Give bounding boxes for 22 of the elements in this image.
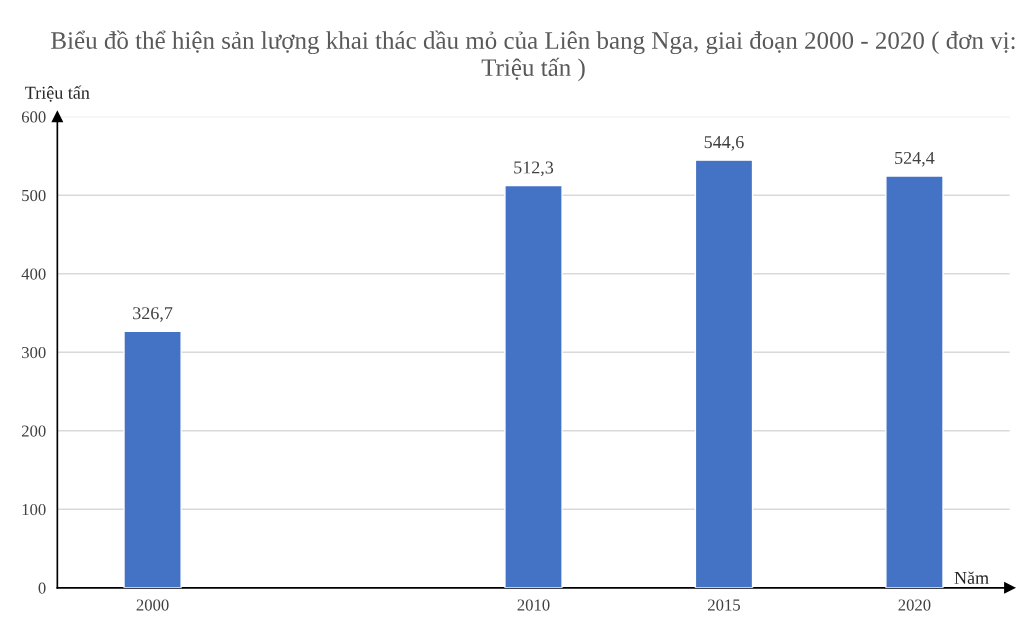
data-label: 524,4	[895, 151, 935, 167]
data-label: 544,6	[704, 136, 744, 151]
y-tick-label: 0	[38, 582, 46, 594]
x-tick-label: 2015	[708, 599, 740, 611]
y-tick-label: 500	[22, 189, 46, 202]
y-tick-label: 300	[22, 346, 46, 359]
x-tick-label: 2020	[898, 599, 931, 611]
y-tick-label: 600	[21, 111, 46, 123]
y-tick-label: 400	[21, 268, 46, 280]
x-tick-label: 2010	[517, 599, 550, 611]
bar	[123, 330, 182, 588]
bar	[504, 184, 563, 588]
y-tick-label: 200	[21, 425, 46, 437]
y-tick-label: 100	[22, 503, 46, 516]
chart-title: Biểu đồ thể hiện sản lượng khai thác dầu mỏ của Liên bang Nga, giai đoạn 2000 - 2020 ( đơn vị: Triệu tấn )	[51, 30, 1015, 82]
bar	[885, 175, 944, 588]
data-label: 512,3	[514, 161, 554, 177]
x-tick-label: 2000	[136, 599, 169, 611]
bar	[694, 159, 754, 588]
y-axis-title: Triệu tấn	[25, 85, 90, 102]
data-label: 326,7	[133, 307, 173, 322]
x-axis-title: Năm	[954, 571, 989, 585]
